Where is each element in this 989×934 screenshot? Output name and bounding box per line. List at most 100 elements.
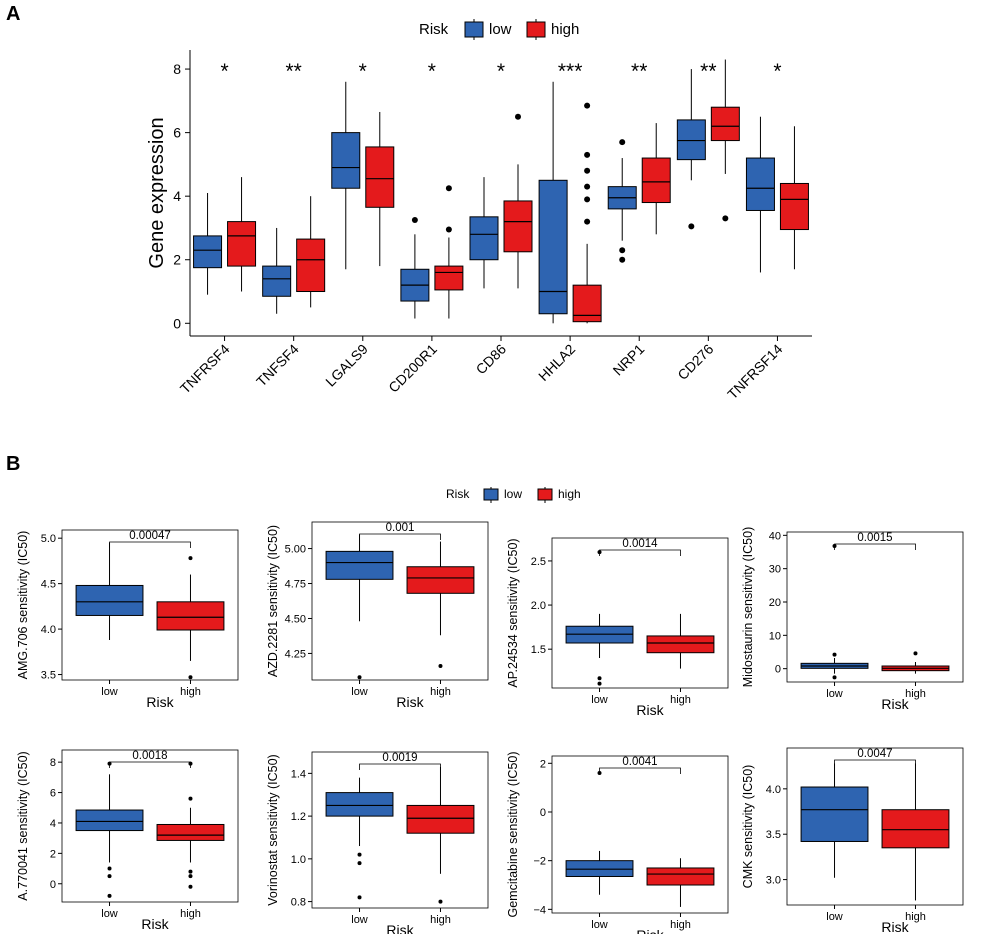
x-tick-label: high bbox=[180, 908, 201, 920]
box-low bbox=[400, 217, 430, 319]
box-high bbox=[779, 126, 809, 270]
outlier-point bbox=[619, 256, 626, 263]
box bbox=[296, 238, 326, 293]
x-tick-label: HHLA2 bbox=[535, 341, 578, 384]
box-low bbox=[676, 69, 706, 230]
pvalue-label: 0.0015 bbox=[857, 532, 892, 544]
y-tick-label: 10 bbox=[769, 630, 781, 642]
significance-label: * bbox=[359, 60, 367, 83]
y-tick-label: 4.75 bbox=[285, 579, 306, 591]
box bbox=[406, 804, 475, 834]
y-tick-label: 2.0 bbox=[531, 600, 546, 612]
x-tick-label: high bbox=[430, 914, 451, 926]
x-axis-title: Risk bbox=[636, 927, 664, 934]
y-axis-title: Gene expression bbox=[146, 117, 168, 268]
panel-border bbox=[786, 531, 964, 683]
panel-border bbox=[61, 529, 239, 681]
y-tick-label: 2 bbox=[173, 252, 181, 268]
outlier-point bbox=[411, 217, 418, 224]
panel-border bbox=[786, 747, 964, 906]
pvalue-label: 0.0018 bbox=[132, 750, 167, 762]
y-tick-label: 0.8 bbox=[291, 897, 306, 909]
y-tick-label: 0 bbox=[540, 807, 546, 819]
outlier-point bbox=[445, 226, 452, 233]
box bbox=[193, 235, 223, 269]
x-tick-label: CD200R1 bbox=[385, 341, 440, 396]
outlier-point bbox=[584, 196, 591, 203]
y-axis-title: A.770041 sensitivity (IC50) bbox=[16, 751, 30, 900]
outlier-point bbox=[188, 556, 193, 561]
outlier-point bbox=[188, 675, 193, 680]
y-tick-label: 20 bbox=[769, 597, 781, 609]
legend-a-low-swatch bbox=[464, 21, 484, 38]
box bbox=[565, 860, 634, 877]
pvalue-bracket bbox=[599, 549, 681, 556]
outlier-point bbox=[913, 651, 918, 656]
outlier-point bbox=[515, 113, 521, 120]
y-axis-title: AMG.706 sensitivity (IC50) bbox=[16, 531, 30, 680]
y-tick-label: 3.5 bbox=[41, 670, 56, 682]
x-axis-title: Risk bbox=[146, 694, 174, 710]
significance-label: * bbox=[220, 60, 228, 83]
pvalue-bracket bbox=[359, 533, 441, 540]
outlier-point bbox=[357, 675, 362, 680]
y-tick-label: 2 bbox=[50, 848, 56, 860]
box bbox=[75, 584, 144, 616]
outlier-point bbox=[188, 869, 193, 874]
box-high bbox=[881, 651, 950, 674]
box bbox=[331, 132, 361, 189]
x-tick-label: low bbox=[351, 914, 368, 926]
box bbox=[538, 179, 568, 315]
box bbox=[365, 146, 395, 208]
pvalue-label: 0.0041 bbox=[622, 756, 657, 768]
pvalue-bracket bbox=[599, 767, 681, 774]
significance-label: * bbox=[497, 60, 505, 83]
y-tick-label: 2 bbox=[540, 758, 546, 770]
box bbox=[503, 200, 533, 253]
outlier-point bbox=[584, 167, 591, 174]
box bbox=[881, 809, 950, 849]
box-high bbox=[156, 556, 225, 680]
box bbox=[800, 786, 869, 842]
sensitivity-panel-8: 3.0 3.5 4.0 CMK sensitivity (IC50) low highRi… bbox=[741, 747, 964, 934]
y-tick-label: 1.4 bbox=[291, 768, 306, 780]
outlier-point bbox=[597, 676, 602, 681]
legend-a: Risk low high bbox=[419, 19, 579, 40]
box bbox=[646, 635, 715, 654]
y-tick-label: −4 bbox=[533, 904, 546, 916]
significance-label: * bbox=[428, 60, 436, 83]
y-tick-label: 4.5 bbox=[41, 579, 56, 591]
box-low bbox=[745, 116, 775, 273]
box-low bbox=[565, 550, 634, 686]
x-tick-label: TNFSF4 bbox=[253, 341, 302, 390]
box-low bbox=[800, 763, 869, 878]
x-tick-label: low bbox=[826, 911, 843, 923]
y-tick-label: 4.25 bbox=[285, 648, 306, 660]
y-tick-label: 4.0 bbox=[41, 624, 56, 636]
x-tick-label: high bbox=[180, 686, 201, 698]
box-low bbox=[331, 81, 361, 270]
y-axis-title: Gemcitabine sensitivity (IC50) bbox=[506, 751, 520, 917]
legend-b-low-swatch bbox=[483, 488, 499, 501]
box-low bbox=[538, 81, 568, 324]
y-tick-label: 5.0 bbox=[41, 533, 56, 545]
y-tick-label: 1.5 bbox=[531, 644, 546, 656]
box-high bbox=[572, 102, 602, 324]
box-low bbox=[75, 542, 144, 640]
pvalue-label: 0.0014 bbox=[622, 538, 658, 550]
x-tick-label: TNFRSF4 bbox=[177, 341, 233, 397]
legend-a-title: Risk bbox=[419, 21, 449, 38]
y-tick-label: 0 bbox=[775, 664, 781, 676]
sensitivity-panel-3: 1.5 2.0 2.5 AP.24534 sensitivity (IC50) low h… bbox=[506, 537, 729, 718]
pvalue-bracket bbox=[359, 763, 441, 770]
sensitivity-panel-6: 0.8 1.0 1.2 1.4 Vorinostat sensitivity (IC50… bbox=[266, 751, 489, 934]
box-high bbox=[503, 113, 533, 289]
x-tick-label: high bbox=[905, 911, 926, 923]
outlier-point bbox=[357, 895, 362, 900]
pvalue-label: 0.0019 bbox=[382, 752, 417, 764]
legend-b-title: Risk bbox=[446, 487, 470, 501]
box bbox=[262, 265, 292, 297]
box-high bbox=[646, 858, 715, 907]
panel-a-label: A bbox=[6, 3, 20, 25]
box-high bbox=[434, 185, 464, 319]
